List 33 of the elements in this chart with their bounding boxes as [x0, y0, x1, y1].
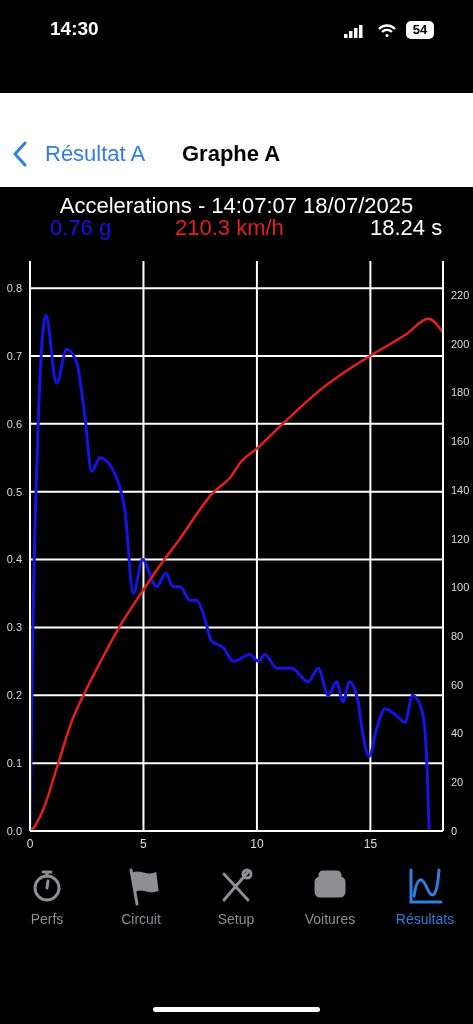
- y-tick-label: 0.6: [6, 417, 22, 430]
- y2-tick-label: 80: [451, 630, 464, 643]
- y2-tick-label: 120: [451, 532, 470, 545]
- text: Résultat A: [45, 141, 146, 167]
- y2-tick-label: 100: [451, 581, 470, 594]
- y2-tick-label: 220: [451, 289, 470, 302]
- y-tick-label: 0.7: [6, 349, 22, 362]
- y2-tick-label: 180: [451, 386, 470, 399]
- y-tick-label: 0.0: [6, 824, 22, 837]
- text: Perfs: [29, 911, 65, 927]
- text: 14:30: [50, 18, 99, 40]
- y2-tick-label: 20: [451, 776, 464, 789]
- y-tick-label: 0.2: [6, 689, 22, 702]
- y2-tick-label: 0: [451, 824, 458, 837]
- y-tick-label: 0.1: [6, 757, 22, 770]
- x-tick-label: 5: [140, 836, 148, 851]
- x-tick-label: 0: [26, 836, 34, 851]
- y2-tick-label: 140: [451, 483, 470, 496]
- x-tick-label: 15: [363, 836, 378, 851]
- y-tick-label: 0.8: [6, 282, 22, 295]
- text: Circuit: [120, 911, 162, 927]
- text: Setup: [216, 911, 256, 927]
- text: Graphe A: [182, 141, 281, 167]
- y2-tick-label: 60: [451, 678, 464, 691]
- text: Résultats: [394, 911, 456, 927]
- y2-tick-label: 160: [451, 435, 470, 448]
- text: Voitures: [303, 911, 357, 927]
- y2-tick-label: 200: [451, 337, 470, 350]
- x-tick-label: 10: [250, 836, 264, 851]
- y2-tick-label: 40: [451, 727, 464, 740]
- y-tick-label: 0.5: [6, 485, 22, 498]
- y-tick-label: 0.4: [6, 553, 22, 566]
- y-tick-label: 0.3: [6, 621, 22, 634]
